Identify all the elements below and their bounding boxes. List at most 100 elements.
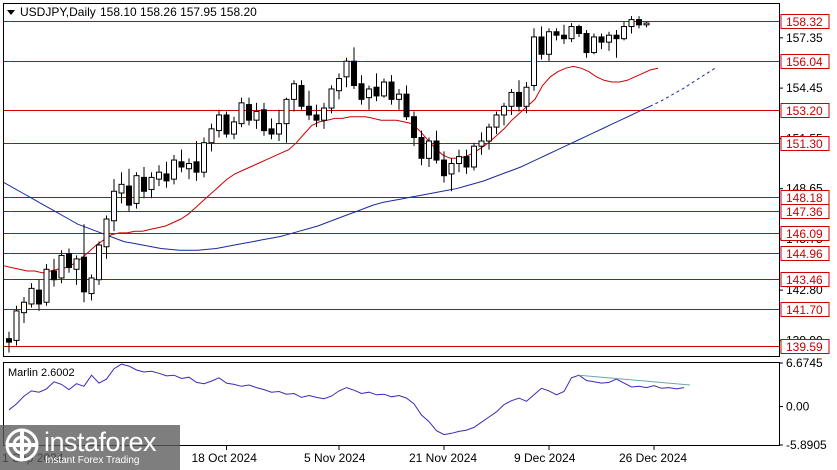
bear-candle-body: [141, 176, 147, 192]
bear-candle-body: [411, 116, 417, 139]
time-tick-label: 21 Nov 2024: [409, 451, 477, 465]
candle: [178, 149, 185, 173]
candle: [456, 149, 462, 173]
bull-candle-body: [13, 310, 20, 341]
time-axis: 18 Oct 2024 5 Nov 2024 21 Nov 2024 9 Dec 20…: [2, 446, 687, 465]
candle: [643, 22, 650, 28]
bull-candle-body: [216, 114, 222, 132]
level-label: 147.36: [786, 205, 823, 219]
bull-candle-body: [486, 126, 492, 142]
candle: [576, 24, 582, 37]
time-tick-label: 26 Dec 2024: [619, 451, 687, 465]
time-tick-label: 9 Dec 2024: [514, 451, 576, 465]
candle: [411, 111, 417, 147]
bear-candle-body: [516, 91, 522, 107]
level-label: 143.46: [786, 273, 823, 287]
level-label: 151.30: [786, 137, 823, 151]
bull-candle-body: [276, 123, 282, 135]
candle: [193, 140, 200, 181]
candle: [598, 33, 605, 50]
candle: [583, 30, 590, 58]
candle: [261, 102, 267, 136]
watermark-tagline: Instant Forex Trading: [45, 455, 140, 466]
bear-candle-body: [246, 104, 252, 121]
bull-candle-body: [156, 171, 162, 180]
chart-header: USDJPY,Daily 158.10 158.26 157.95 158.20: [7, 5, 257, 19]
candlesticks: [6, 16, 650, 353]
level-label-box: [780, 136, 830, 151]
level-label: 144.96: [786, 247, 823, 261]
candle: [351, 47, 357, 89]
bull-candle-body: [111, 190, 117, 222]
candle: [268, 118, 275, 140]
level-label: 153.20: [786, 104, 823, 118]
candle: [298, 80, 305, 110]
candle: [441, 151, 447, 183]
candle: [501, 102, 507, 126]
bull-candle-body: [238, 102, 245, 125]
candle: [216, 109, 222, 138]
bull-candle-body: [21, 301, 27, 314]
level-label: 156.04: [786, 55, 823, 69]
bull-candle-body: [508, 91, 515, 107]
red-ma-line: [3, 65, 659, 274]
candle: [388, 75, 395, 105]
bull-candle-body: [291, 83, 297, 100]
candle: [103, 215, 110, 259]
bear-candle-body: [373, 86, 380, 97]
bull-candle-body: [381, 81, 387, 97]
candle: [231, 116, 237, 140]
candle: [201, 137, 207, 178]
candle: [141, 166, 147, 199]
level-label-box: [780, 339, 830, 354]
candle: [223, 111, 230, 138]
bull-candle-body: [73, 258, 80, 270]
oscillator-label: Marlin 2.6002: [8, 367, 75, 379]
candle: [366, 85, 372, 110]
price-tick-label: 154.45: [786, 81, 823, 95]
bear-candle-body: [598, 36, 605, 43]
candle: [561, 24, 567, 44]
candle: [568, 23, 575, 43]
level-label-box: [780, 272, 830, 287]
bull-candle-body: [531, 36, 537, 86]
bear-candle-body: [441, 159, 447, 177]
price-pane-border: [3, 3, 780, 357]
candle: [58, 250, 65, 284]
candle: [118, 172, 125, 204]
candle: [471, 142, 477, 171]
bear-candle-body: [553, 31, 560, 36]
candle: [208, 123, 215, 152]
bull-candle-body: [366, 88, 372, 99]
candle: [621, 21, 627, 41]
bear-candle-body: [576, 26, 582, 34]
candle: [306, 90, 312, 121]
candle: [493, 111, 500, 135]
bull-candle-body: [283, 98, 290, 125]
bear-candle-body: [636, 19, 642, 26]
osc-tick-label: 0.00: [786, 400, 810, 414]
candle: [156, 165, 162, 187]
collapse-arrow-icon[interactable]: [7, 10, 15, 15]
candle: [508, 88, 515, 115]
candle: [133, 172, 140, 209]
bear-candle-body: [298, 84, 305, 107]
bull-candle-body: [456, 156, 462, 165]
level-label-box: [780, 54, 830, 69]
bull-candle-body: [58, 254, 65, 279]
bear-candle-body: [81, 256, 87, 293]
level-label-box: [780, 14, 830, 29]
candle: [13, 305, 20, 346]
bull-candle-body: [118, 183, 125, 194]
bull-candle-body: [208, 128, 215, 144]
candle: [246, 97, 252, 126]
instaforex-logo-icon: [5, 428, 39, 462]
level-label: 158.32: [786, 15, 823, 29]
ohlc-values: 158.10 158.26 157.95 158.20: [100, 5, 257, 19]
candle: [88, 274, 95, 301]
bear-candle-body: [223, 114, 230, 135]
level-label: 141.70: [786, 303, 823, 317]
blue-moving-average: [3, 67, 716, 251]
bull-candle-body: [568, 26, 575, 40]
